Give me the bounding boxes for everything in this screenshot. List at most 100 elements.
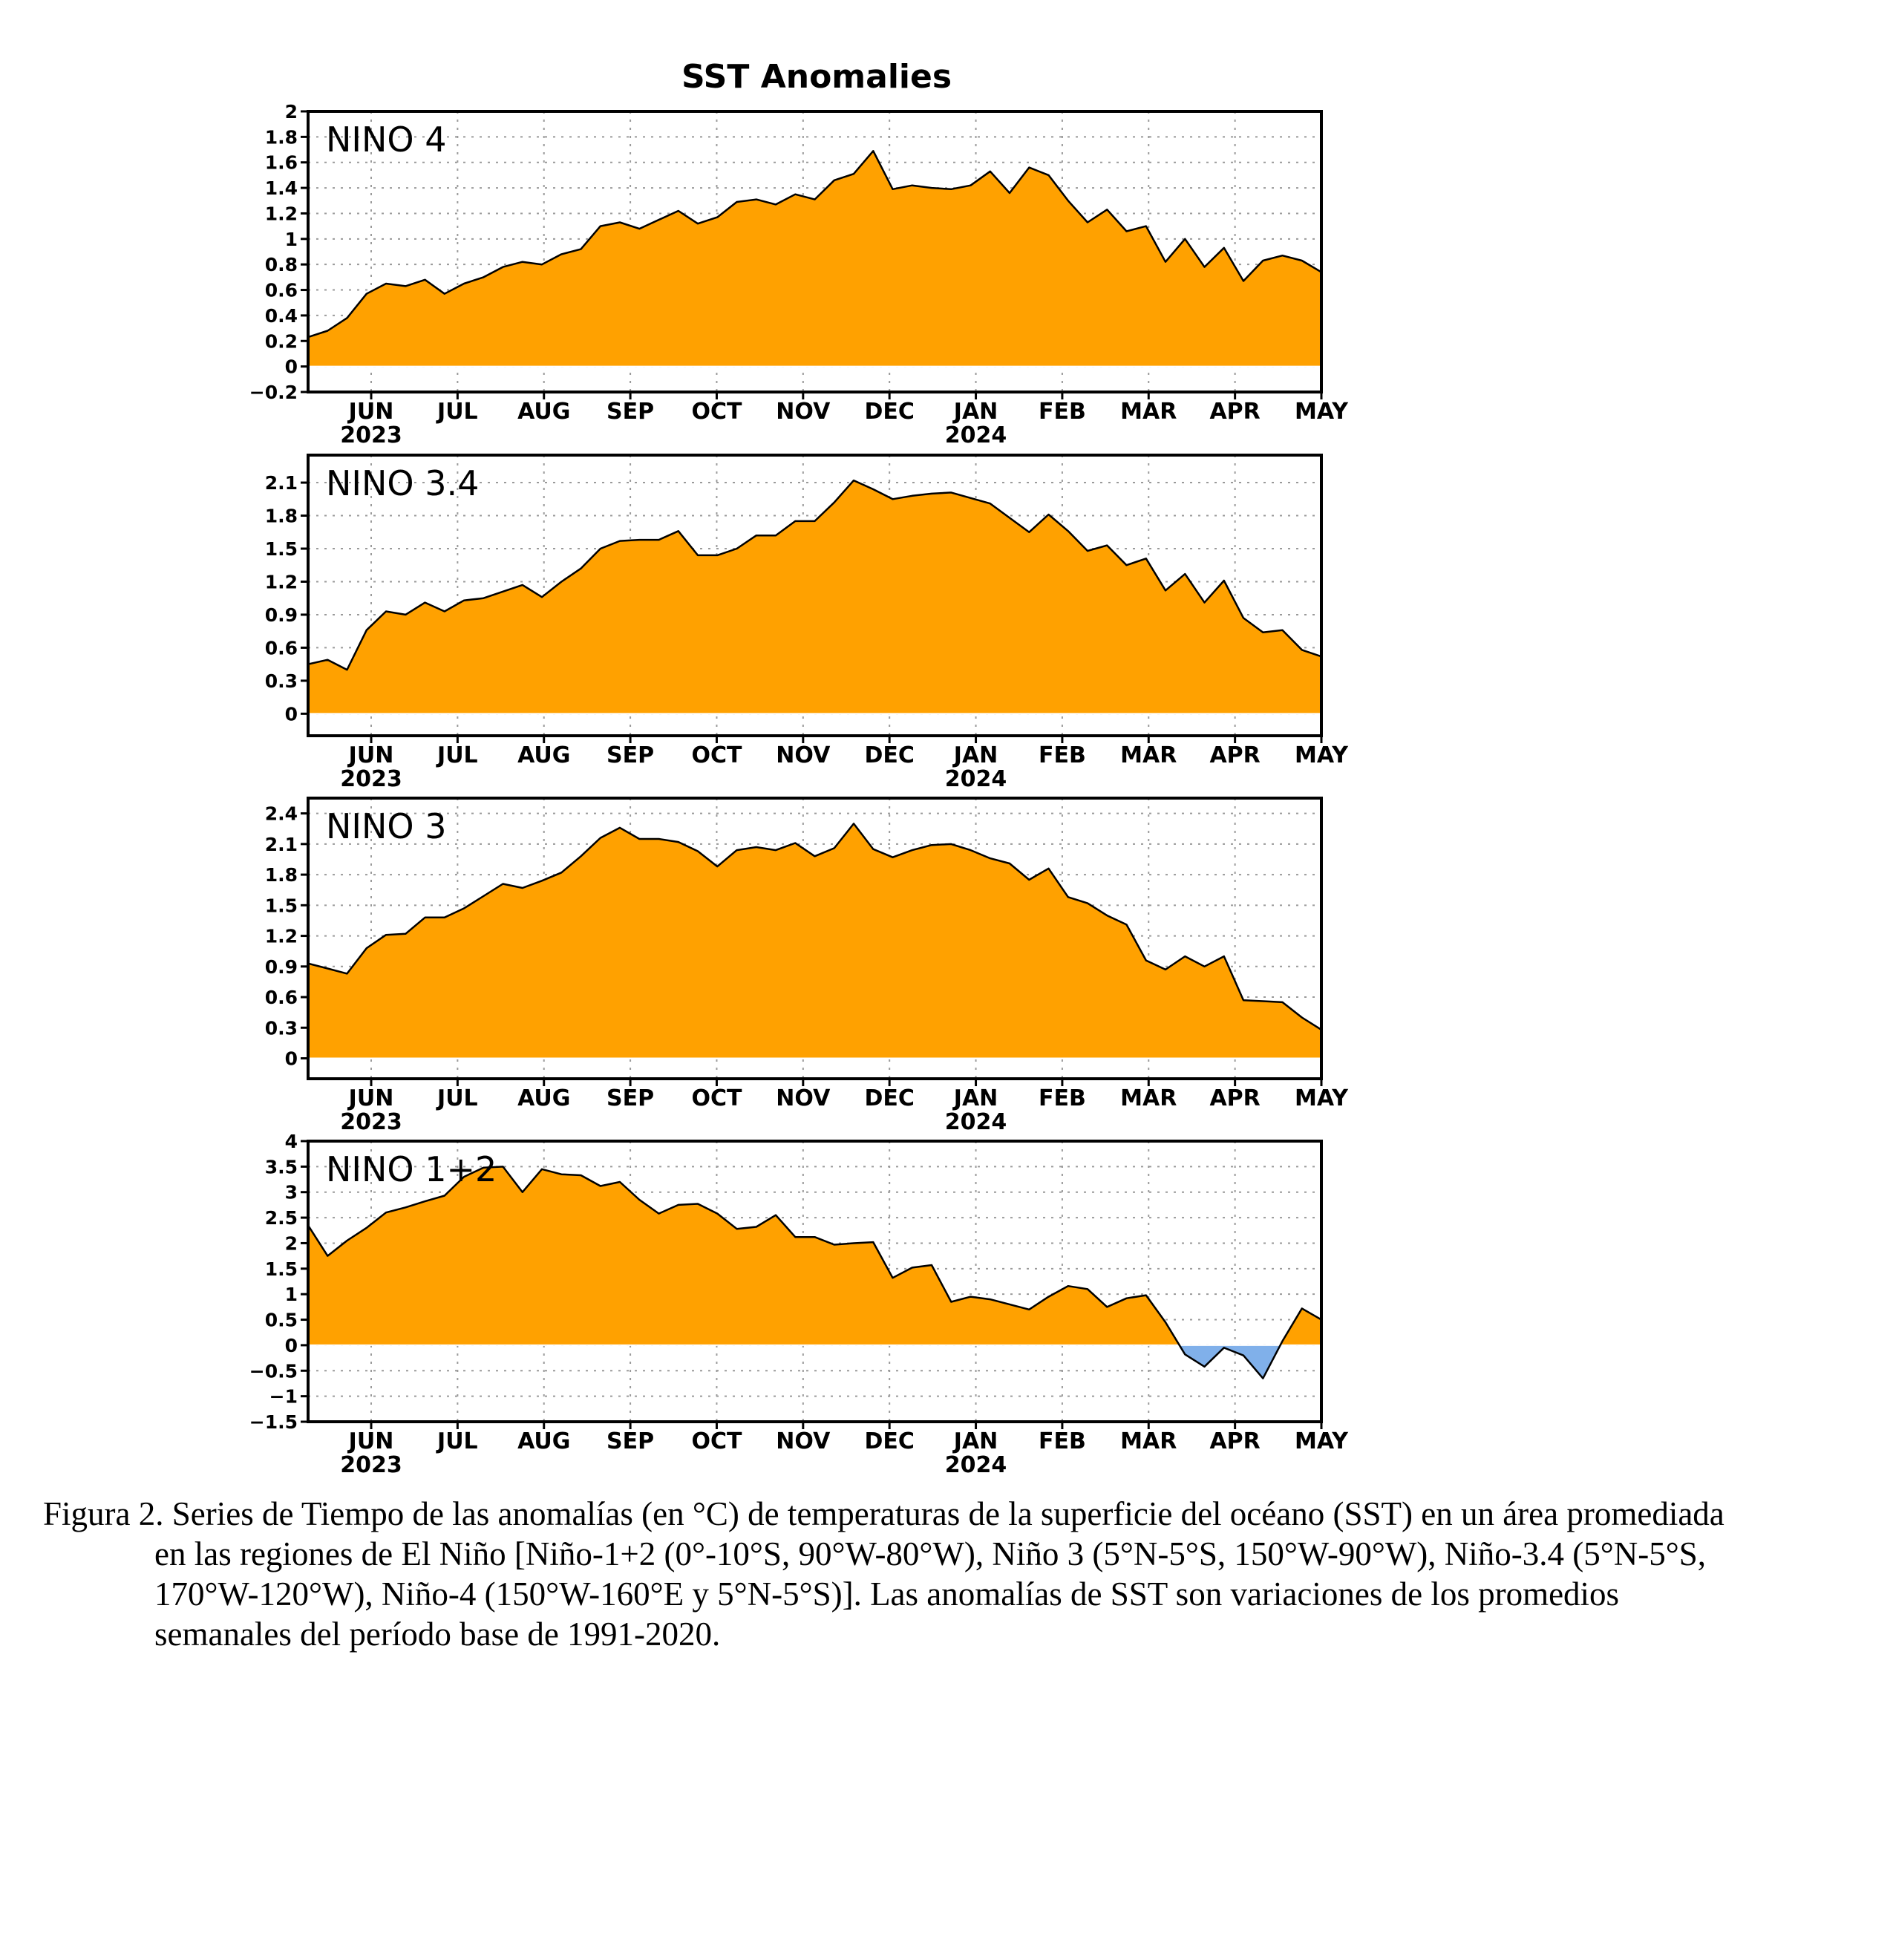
- month-label-mar: MAR: [1120, 1428, 1177, 1454]
- year-label-2024: 2024: [945, 422, 1007, 448]
- region-label-nino-3-4: NINO 3.4: [326, 463, 479, 503]
- month-label-oct: OCT: [691, 399, 742, 425]
- month-label-sep: SEP: [607, 742, 654, 768]
- ytick-label: 2: [285, 101, 298, 122]
- month-label-feb: FEB: [1039, 399, 1086, 425]
- month-label-jul: JUL: [436, 399, 478, 425]
- month-label-jan: JAN: [952, 742, 998, 768]
- ytick-label: 0.6: [265, 987, 298, 1008]
- month-label-jul: JUL: [436, 1428, 478, 1454]
- ytick-label: 2.5: [265, 1207, 298, 1229]
- month-label-jul: JUL: [436, 1085, 478, 1111]
- year-label-2023: 2023: [340, 1109, 402, 1135]
- ytick-label: 1.5: [265, 895, 298, 916]
- ytick-label: 1.8: [265, 126, 298, 148]
- region-label-nino-4: NINO 4: [326, 120, 446, 160]
- month-label-dec: DEC: [864, 1428, 914, 1454]
- ytick-label: 2: [285, 1232, 298, 1254]
- month-label-sep: SEP: [607, 1428, 654, 1454]
- month-label-may: MAY: [1295, 399, 1349, 425]
- month-label-mar: MAR: [1120, 742, 1177, 768]
- ytick-label: 0.6: [265, 280, 298, 301]
- panel-nino-3: 2.4 2.1 1.8 1.5 1.2 0.9 0.6 0.3 0 JUN JUL AUG SEP OCT…: [265, 797, 1349, 1135]
- year-label-2024: 2024: [945, 1452, 1007, 1478]
- ytick-label: 1.8: [265, 506, 298, 527]
- month-label-aug: AUG: [517, 1428, 570, 1454]
- positive-area-nino-4: [308, 151, 1321, 367]
- panels: 2 1.8 1.6 1.4 1.2 1 0.8 0.6 0.4 0.2 0 −0.2 JUN JUL AUG…: [249, 101, 1349, 1478]
- ytick-label: 3.5: [265, 1156, 298, 1177]
- month-label-feb: FEB: [1039, 742, 1086, 768]
- ytick-label: 1.5: [265, 538, 298, 560]
- year-label-2023: 2023: [340, 422, 402, 448]
- month-label-feb: FEB: [1039, 1085, 1086, 1111]
- ytick-label: 0.2: [265, 330, 298, 352]
- ytick-label: 1.4: [265, 177, 298, 199]
- month-label-aug: AUG: [517, 399, 570, 425]
- plot-frame: [307, 454, 1323, 737]
- ytick-label: 1.2: [265, 203, 298, 224]
- month-label-jun: JUN: [347, 742, 394, 768]
- ytick-label: 0.6: [265, 637, 298, 659]
- month-label-apr: APR: [1209, 399, 1260, 425]
- plot-frame: [307, 797, 1323, 1080]
- ytick-label: 0: [285, 1048, 298, 1070]
- ytick-label: −0.2: [249, 382, 298, 403]
- year-label-2024: 2024: [945, 1109, 1007, 1135]
- year-label-2024: 2024: [945, 766, 1007, 792]
- month-label-dec: DEC: [864, 1085, 914, 1111]
- month-label-jul: JUL: [436, 742, 478, 768]
- month-label-dec: DEC: [864, 399, 914, 425]
- caption-text: Figura 2. Series de Tiempo de las anomal…: [43, 1495, 1724, 1653]
- ytick-label: 0.3: [265, 670, 298, 692]
- ytick-label: 1.2: [265, 926, 298, 947]
- ytick-label: 1: [285, 1284, 298, 1305]
- month-label-jun: JUN: [347, 1085, 394, 1111]
- ytick-label: 0.9: [265, 956, 298, 978]
- month-label-sep: SEP: [607, 399, 654, 425]
- ytick-label: 0.9: [265, 604, 298, 626]
- month-label-jun: JUN: [347, 1428, 394, 1454]
- ytick-label: 1.6: [265, 152, 298, 174]
- ytick-label: 0.4: [265, 305, 298, 327]
- month-label-dec: DEC: [864, 742, 914, 768]
- month-label-mar: MAR: [1120, 1085, 1177, 1111]
- figure-caption: Figura 2. Series de Tiempo de las anomal…: [43, 1494, 1736, 1654]
- positive-area-nino-1-2: [308, 1166, 1321, 1345]
- month-label-jan: JAN: [952, 1428, 998, 1454]
- plot-frame: [307, 1140, 1323, 1423]
- month-label-feb: FEB: [1039, 1428, 1086, 1454]
- month-label-mar: MAR: [1120, 399, 1177, 425]
- series-line-nino-3-4: [308, 479, 1321, 671]
- month-label-jan: JAN: [952, 399, 998, 425]
- sst-anomalies-figure: SST Anomalies 2 1.8 1.6 1.4 1.2 1 0.8 0.6 0.4 0.2…: [249, 58, 1349, 1478]
- ytick-label: 2.4: [265, 803, 298, 825]
- month-label-sep: SEP: [607, 1085, 654, 1111]
- month-label-nov: NOV: [776, 399, 831, 425]
- month-label-apr: APR: [1209, 742, 1260, 768]
- month-label-nov: NOV: [776, 742, 831, 768]
- region-label-nino-1-2: NINO 1+2: [326, 1149, 497, 1189]
- month-label-jun: JUN: [347, 399, 394, 425]
- month-label-oct: OCT: [691, 1085, 742, 1111]
- ytick-label: −1.5: [249, 1411, 298, 1433]
- month-label-aug: AUG: [517, 1085, 570, 1111]
- month-label-may: MAY: [1295, 1085, 1349, 1111]
- panel-nino-3-4: 2.1 1.8 1.5 1.2 0.9 0.6 0.3 0 JUN JUL AUG SEP OCT NOV…: [265, 454, 1349, 792]
- chart-title: SST Anomalies: [681, 58, 952, 96]
- ytick-label: 0: [285, 703, 298, 725]
- series-line-nino-3: [308, 823, 1321, 1031]
- year-label-2023: 2023: [340, 1452, 402, 1478]
- negative-area-nino-1-2: [308, 1345, 1321, 1379]
- ytick-label: 1.8: [265, 864, 298, 886]
- ytick-label: 1.5: [265, 1258, 298, 1280]
- month-label-apr: APR: [1209, 1085, 1260, 1111]
- ytick-label: 1: [285, 229, 298, 250]
- positive-area-nino-3: [308, 823, 1321, 1059]
- ytick-label: 0.5: [265, 1310, 298, 1331]
- year-label-2023: 2023: [340, 766, 402, 792]
- month-label-oct: OCT: [691, 1428, 742, 1454]
- ytick-label: 4: [285, 1131, 298, 1152]
- ytick-label: 0: [285, 356, 298, 378]
- month-label-aug: AUG: [517, 742, 570, 768]
